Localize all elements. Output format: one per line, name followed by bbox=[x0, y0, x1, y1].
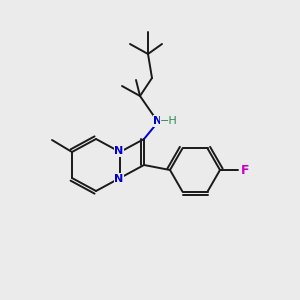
Text: N: N bbox=[153, 116, 163, 126]
Text: F: F bbox=[241, 164, 249, 176]
Text: N: N bbox=[114, 174, 124, 184]
Text: N: N bbox=[114, 146, 124, 156]
Text: −H: −H bbox=[160, 116, 178, 126]
